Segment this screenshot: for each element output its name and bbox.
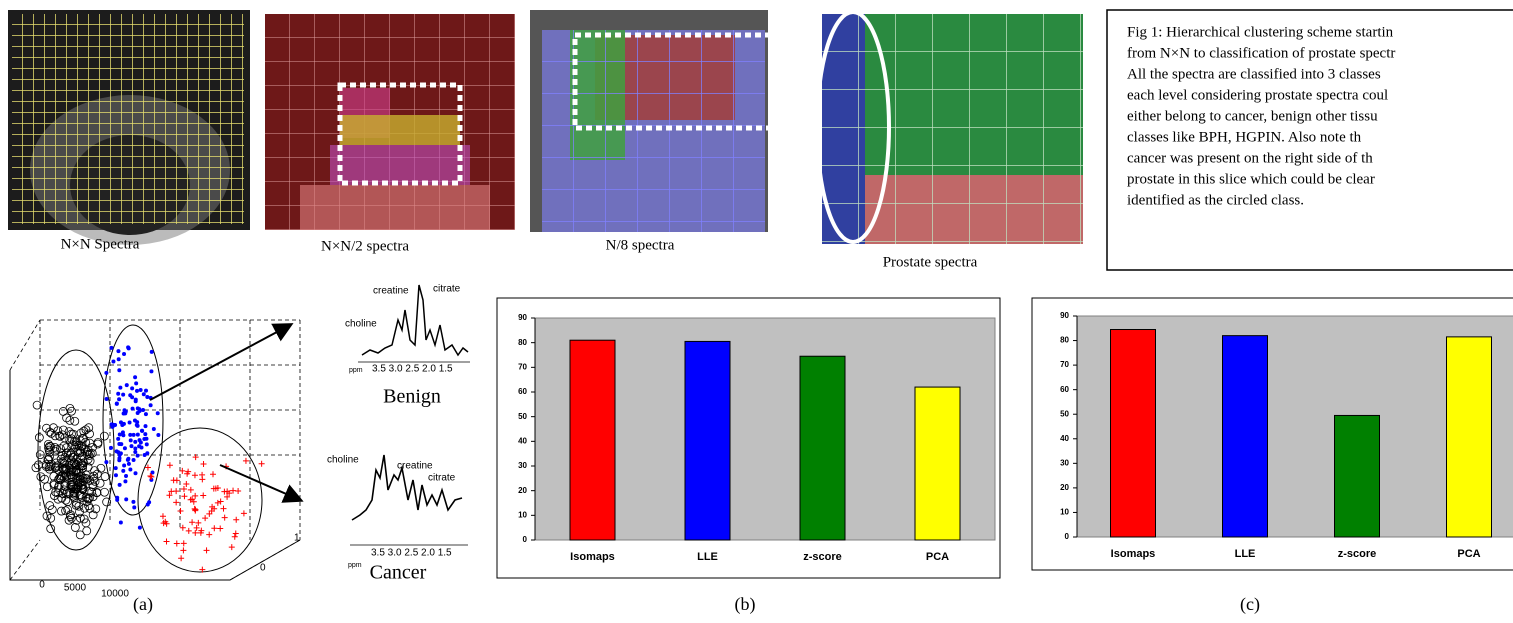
bar xyxy=(1111,330,1156,537)
panel-label: (a) xyxy=(133,594,153,615)
x-tick-label: PCA xyxy=(926,551,949,563)
bar-chart: 0 10 20 30 40 50 60 70 80 90 Isomaps LLE z-score PCA xyxy=(497,298,1000,578)
y-tick-label: 20 xyxy=(518,486,527,495)
figure-caption: Fig 1: Hierarchical clustering scheme st… xyxy=(1127,24,1395,208)
caption-line: from N×N to classification of prostate s… xyxy=(1127,45,1395,61)
bar xyxy=(685,341,730,540)
bar xyxy=(1223,336,1268,537)
peak-label: choline xyxy=(327,455,359,466)
x-tick-label: Isomaps xyxy=(570,551,615,563)
y-tick-label: 40 xyxy=(1060,434,1069,443)
y-tick-label: 70 xyxy=(1060,360,1069,369)
caption-line: identified as the circled class. xyxy=(1127,192,1304,208)
mri-panel-2 xyxy=(265,14,515,230)
spectrum-name: Benign xyxy=(383,386,441,408)
panel-label: (c) xyxy=(1240,594,1260,615)
panel-caption: Prostate spectra xyxy=(883,254,978,270)
mri-panel-1 xyxy=(8,10,250,245)
x-tick-label: LLE xyxy=(1235,548,1256,560)
panel-caption: N×N Spectra xyxy=(61,236,140,252)
y-tick-label: 40 xyxy=(518,436,527,445)
y-tick-label: 0 xyxy=(523,535,528,544)
y-tick-label: 10 xyxy=(518,510,527,519)
axis-ticks: 3.5 3.0 2.5 2.0 1.5 xyxy=(371,548,452,559)
x-tick-label: PCA xyxy=(1457,548,1480,560)
caption-line: classes like BPH, HGPIN. Also note th xyxy=(1127,129,1362,145)
peak-label: citrate xyxy=(433,284,461,295)
caption-line: prostate in this slice which could be cl… xyxy=(1127,171,1375,187)
axis-ticks: 3.5 3.0 2.5 2.0 1.5 xyxy=(372,364,453,375)
mri-panel-4 xyxy=(817,12,1083,244)
bar xyxy=(915,387,960,540)
peak-label: creatine xyxy=(373,286,409,297)
y-tick-label: 30 xyxy=(1060,458,1069,467)
x-tick-label: 0 xyxy=(39,580,45,591)
y-tick-label: 10 xyxy=(1060,508,1069,517)
peak-label: citrate xyxy=(428,473,456,484)
panel-caption: N/8 spectra xyxy=(606,237,675,253)
y-tick-label: 90 xyxy=(518,313,527,322)
x-tick-label: 5000 xyxy=(64,583,87,594)
y-tick-label: 90 xyxy=(1060,311,1069,320)
bar-chart: 0 10 20 30 40 50 60 70 80 90 Isomaps LLE z-score PCA xyxy=(1032,298,1513,570)
y-tick-label: 80 xyxy=(1060,336,1069,345)
panel-label: (b) xyxy=(735,594,756,615)
y-tick-label: 80 xyxy=(518,338,527,347)
caption-line: cancer was present on the right side of … xyxy=(1127,150,1373,166)
y-tick-label: 50 xyxy=(518,412,527,421)
bar xyxy=(1335,415,1380,537)
mri-panel-3 xyxy=(530,10,772,232)
figure: N×N Spectra N×N/2 spectra N/8 spectra Pr… xyxy=(0,0,1513,623)
y-tick-label: 60 xyxy=(518,387,527,396)
x-tick-label: 10000 xyxy=(101,589,129,600)
caption-line: All the spectra are classified into 3 cl… xyxy=(1127,66,1381,82)
axis-unit: ppm xyxy=(349,367,363,374)
caption-line: Fig 1: Hierarchical clustering scheme st… xyxy=(1127,24,1394,40)
panel-caption: N×N/2 spectra xyxy=(321,238,409,254)
y-tick-label: 0 xyxy=(1065,532,1070,541)
x-tick-label: LLE xyxy=(697,551,718,563)
peak-label: creatine xyxy=(397,461,433,472)
bar xyxy=(800,356,845,540)
bar xyxy=(1447,337,1492,537)
x-tick-label: z-score xyxy=(1338,548,1377,560)
scatter-3d xyxy=(10,320,300,580)
x-tick-label: z-score xyxy=(803,551,842,563)
peak-label: choline xyxy=(345,319,377,330)
depth-tick-label: 1 xyxy=(294,533,300,544)
caption-line: either belong to cancer, benign other ti… xyxy=(1127,108,1378,124)
depth-tick-label: 0 xyxy=(260,563,266,574)
axis-unit: ppm xyxy=(348,562,362,569)
y-tick-label: 30 xyxy=(518,461,527,470)
caption-line: each level considering prostate spectra … xyxy=(1127,87,1388,103)
bar xyxy=(570,340,615,540)
y-tick-label: 70 xyxy=(518,362,527,371)
y-tick-label: 60 xyxy=(1060,385,1069,394)
y-tick-label: 20 xyxy=(1060,483,1069,492)
x-tick-label: Isomaps xyxy=(1111,548,1156,560)
y-tick-label: 50 xyxy=(1060,409,1069,418)
spectrum-name: Cancer xyxy=(370,562,427,584)
